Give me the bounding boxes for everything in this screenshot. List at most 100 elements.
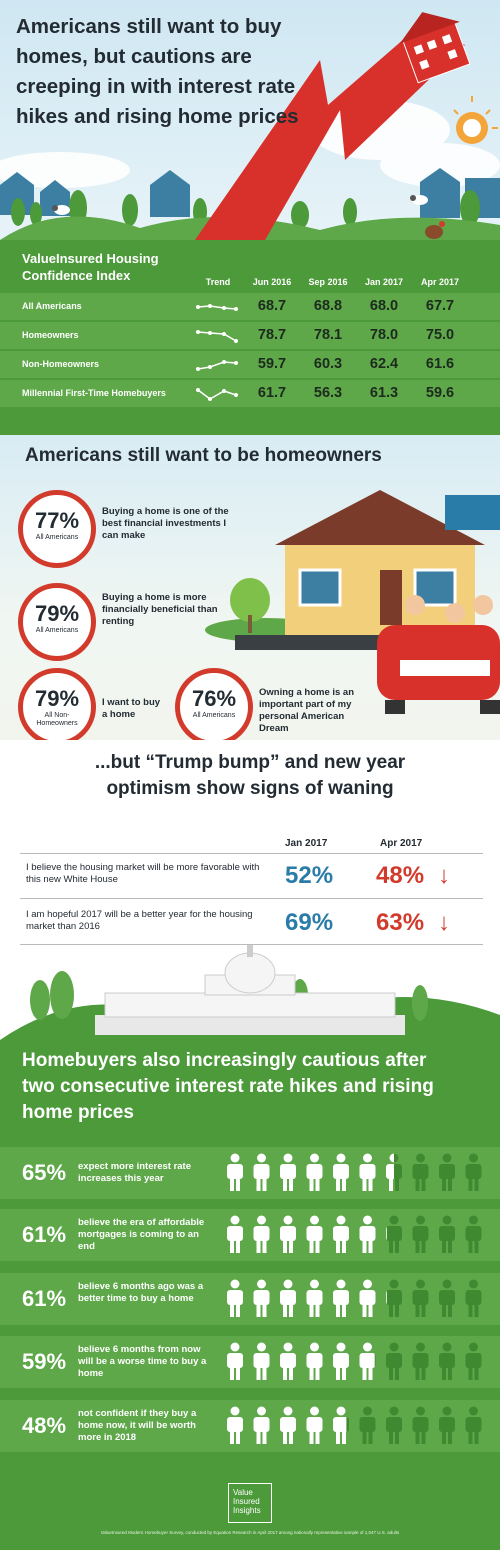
table-row: I am hopeful 2017 will be a better year … (20, 898, 483, 945)
person-icon (386, 1406, 402, 1444)
table-row: Homeowners 78.7 78.1 78.0 75.0 (0, 322, 500, 349)
table-row: Non-Homeowners 59.7 60.3 62.4 61.6 (0, 351, 500, 378)
cell-value: 56.3 (313, 385, 343, 401)
people-icons (227, 1342, 482, 1380)
person-icon (253, 1342, 270, 1380)
cell-value: 61.3 (369, 385, 399, 401)
sun-icon (453, 96, 498, 144)
person-icon (439, 1153, 455, 1191)
person-icon (359, 1279, 376, 1317)
stat-group: All Non-Homeowners (36, 712, 78, 727)
person-icon (386, 1153, 402, 1191)
cautious-homebuyers-section: Homebuyers also increasingly cautious af… (0, 1040, 500, 1460)
person-icon (306, 1406, 323, 1444)
hero-title: Americans still want to buy homes, but c… (16, 15, 299, 128)
apr-value: 48% (376, 862, 425, 889)
stat-statement: Buying a home is one of the best financi… (102, 506, 229, 541)
stat-ring: 76% All Americans (175, 668, 253, 746)
person-icon (439, 1342, 455, 1380)
col-header-apr2017: Apr 2017 (380, 838, 423, 849)
row-question: I am hopeful 2017 will be a better year … (26, 909, 253, 932)
trend-sparkline-icon (196, 304, 238, 311)
person-icon (359, 1153, 376, 1191)
footnote: ValueInsured Modern Homebuyer Survey, co… (100, 1530, 400, 1535)
person-icon (412, 1342, 429, 1380)
jan-value: 69% (285, 909, 334, 936)
apr-value: 63% (376, 909, 425, 936)
valueinsured-logo: Value Insured Insights (228, 1483, 272, 1523)
stat-description: believe 6 months from now will be a wors… (78, 1344, 207, 1379)
person-icon (333, 1406, 349, 1444)
stat-percent: 61% (22, 1222, 67, 1247)
person-icon (227, 1153, 243, 1191)
section-title: Homebuyers also increasingly cautious af… (22, 1050, 434, 1123)
col-header-sep2016: Sep 2016 (308, 277, 348, 287)
person-icon (465, 1406, 482, 1444)
person-icon (306, 1153, 323, 1191)
trend-sparkline-icon (196, 330, 238, 343)
stat-ring: 77% All Americans (18, 490, 96, 568)
turkey-icon (425, 221, 445, 239)
stat-percent: 59% (22, 1349, 67, 1374)
person-icon (333, 1215, 349, 1253)
section-title: Americans still want to be homeowners (25, 445, 382, 466)
cell-value: 67.7 (425, 298, 455, 314)
row-label: Millennial First-Time Homebuyers (22, 388, 166, 398)
car-icon (377, 595, 500, 714)
person-icon (359, 1215, 376, 1253)
person-icon (227, 1342, 243, 1380)
stat-group: All Americans (35, 534, 79, 541)
person-icon (412, 1153, 429, 1191)
cell-value: 59.7 (257, 356, 287, 372)
person-icon (253, 1153, 270, 1191)
person-icon (465, 1279, 482, 1317)
stat-percent: 79% (34, 601, 80, 626)
people-icons (227, 1279, 482, 1317)
trend-sparkline-icon (196, 360, 238, 371)
table-row: I believe the housing market will be mor… (20, 853, 483, 898)
stat-row: 59% believe 6 months from now will be a … (0, 1336, 500, 1388)
cell-value: 68.0 (369, 298, 399, 314)
person-icon (227, 1279, 243, 1317)
table-title: ValueInsured Housing Confidence Index (22, 251, 159, 283)
trend-sparkline-icon (196, 388, 238, 401)
col-header-jun2016: Jun 2016 (252, 277, 292, 287)
stat-statement: Owning a home is an important part of my… (259, 687, 355, 734)
cell-value: 62.4 (369, 356, 399, 372)
logo-line: Insured (233, 1497, 260, 1506)
house-car-illustration (205, 490, 500, 714)
cell-value: 78.0 (369, 327, 399, 343)
person-icon (386, 1279, 402, 1317)
stat-ring: 79% All Non-Homeowners (18, 668, 96, 746)
stat-group: All Americans (35, 627, 79, 634)
person-icon (412, 1406, 429, 1444)
person-icon (412, 1279, 429, 1317)
sheep-icon (52, 205, 70, 215)
arrow-down-icon: ↓ (438, 909, 450, 936)
hero-illustration (0, 12, 500, 240)
col-header-trend: Trend (205, 277, 231, 287)
stat-row: 48% not confident if they buy a home now… (0, 1400, 500, 1452)
person-icon (333, 1153, 349, 1191)
people-icons (227, 1153, 482, 1191)
stat-percent: 79% (34, 686, 80, 711)
cell-value: 60.3 (313, 356, 343, 372)
hero-banner: Americans still want to buy homes, but c… (0, 0, 500, 240)
person-icon (253, 1215, 270, 1253)
cell-value: 61.7 (257, 385, 287, 401)
person-icon (465, 1342, 482, 1380)
jan-value: 52% (285, 862, 334, 889)
cell-value: 75.0 (425, 327, 455, 343)
stat-statement: I want to buy a home (102, 697, 161, 720)
col-header-apr2017: Apr 2017 (420, 277, 460, 287)
stat-row: 61% believe 6 months ago was a better ti… (0, 1273, 500, 1325)
stat-percent: 61% (22, 1286, 67, 1311)
person-icon (306, 1279, 323, 1317)
table-row: All Americans 68.7 68.8 68.0 67.7 (0, 293, 500, 320)
cell-value: 78.1 (313, 327, 343, 343)
logo-line: Insights (233, 1506, 261, 1515)
cell-value: 78.7 (257, 327, 287, 343)
logo-line: Value (233, 1488, 253, 1497)
section-title: ...but “Trump bump” and new year optimis… (94, 752, 406, 799)
person-icon (227, 1215, 243, 1253)
